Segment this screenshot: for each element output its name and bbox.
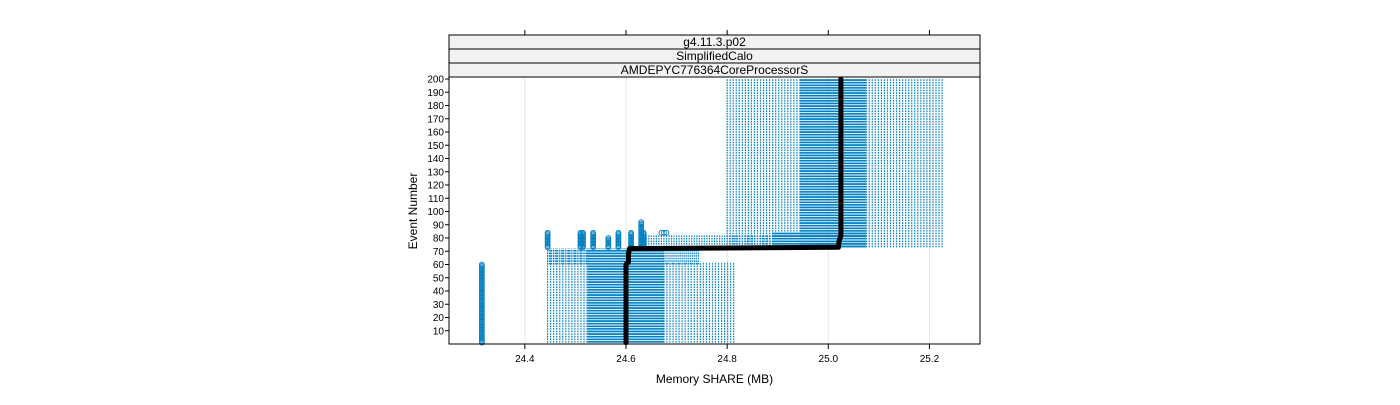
data-point [628,229,634,236]
strip-headers: g4.11.3.p02 SimplifiedCalo AMDEPYC776364… [448,34,981,78]
y-tick-label: 160 [427,128,444,139]
y-axis-title: Event Number [406,173,420,250]
x-axis: 24.4 24.6 24.8 25.0 25.2 [515,30,940,365]
y-tick-label: 120 [427,181,444,192]
x-axis-title: Memory SHARE (MB) [656,372,773,386]
y-tick-label: 130 [427,167,444,178]
y-tick-label: 90 [433,220,445,231]
data-point [544,229,551,236]
y-tick-label: 80 [433,234,445,245]
y-tick-label: 150 [427,141,444,152]
y-tick-label: 100 [427,207,444,218]
strip-1-label: g4.11.3.p02 [683,35,746,49]
data-point [640,229,647,236]
y-tick-label: 180 [427,101,444,112]
y-tick-label: 30 [433,300,445,311]
x-tick-label: 24.6 [616,354,636,365]
data-point [638,219,645,225]
median-line [623,76,844,346]
data-point [590,229,596,236]
y-tick-label: 60 [433,260,445,271]
median-line-group [623,76,844,346]
y-tick-label: 40 [433,287,445,298]
y-tick-label: 110 [428,194,444,205]
plot-panel [448,76,981,345]
data-point [580,229,586,236]
y-tick-label: 50 [433,273,445,284]
y-tick-label: 170 [427,114,444,125]
data-points [479,79,943,346]
y-tick-label: 140 [427,154,444,165]
data-point [615,229,622,236]
y-tick-label: 200 [427,75,444,86]
y-axis: 10 20 30 40 50 60 70 80 90 100 110 120 130 140 150 160 1… [427,75,449,337]
y-tick-label: 70 [433,247,445,258]
y-tick-label: 10 [433,326,445,337]
x-tick-label: 25.2 [920,354,940,365]
data-point [663,229,670,236]
x-tick-label: 24.8 [717,354,737,365]
data-point [479,261,485,268]
strip-2-label: SimplifiedCalo [676,49,753,63]
x-tick-label: 24.4 [515,354,535,365]
y-tick-label: 190 [427,88,444,99]
data-point [605,235,612,241]
strip-3-label: AMDEPYC776364CoreProcessorS [621,63,808,77]
y-tick-label: 20 [433,313,445,324]
data-point [661,229,667,236]
x-tick-label: 25.0 [819,354,839,365]
